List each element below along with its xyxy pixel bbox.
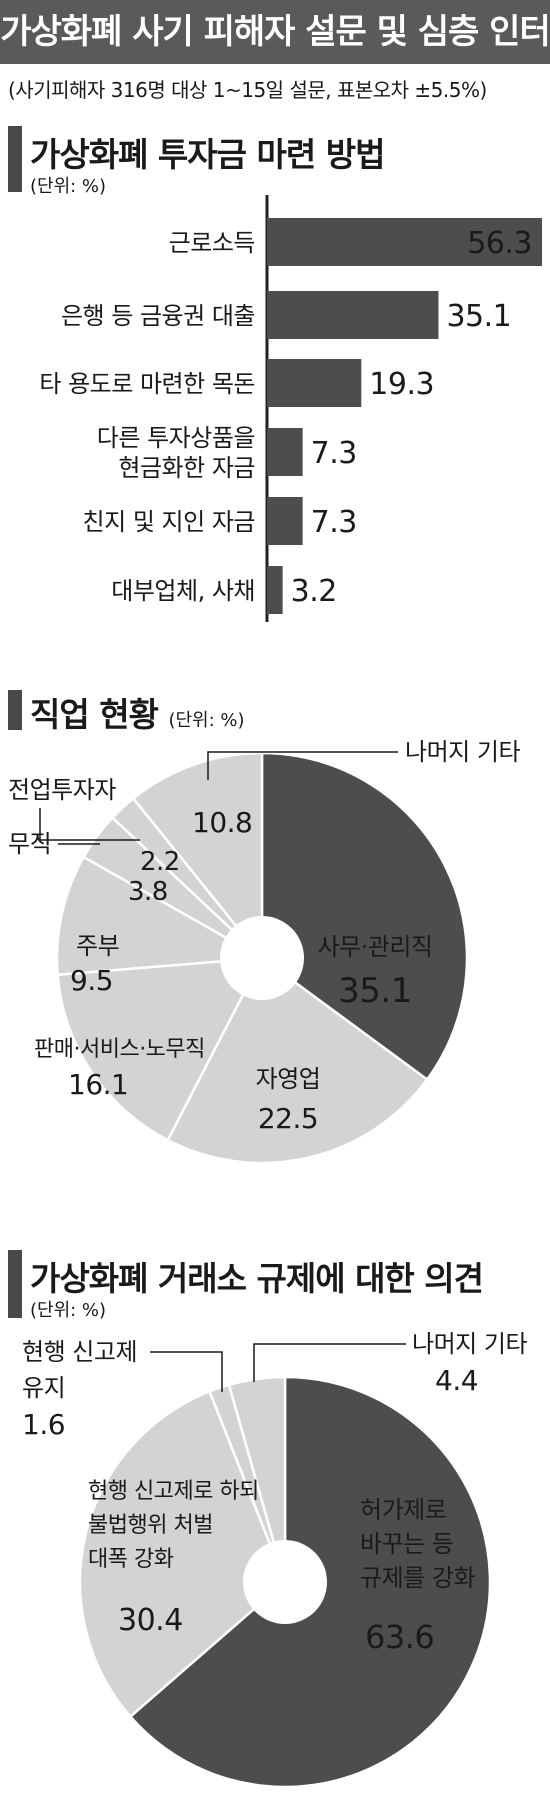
bar-category-label: 친지 및 지인 자금 (83, 508, 255, 536)
reg-value-1: 30.4 (118, 1603, 183, 1638)
job-slice-1 (166, 956, 429, 1165)
bar-2 (267, 359, 362, 407)
reg-slice-1 (78, 1389, 287, 1719)
bar-value-label: 35.1 (446, 299, 511, 334)
bar-value-label: 56.3 (467, 226, 532, 261)
job-label-0: 사무·관리직 (317, 933, 432, 961)
job-value-0: 35.1 (338, 971, 412, 1011)
bar-value-label: 3.2 (291, 574, 337, 609)
bar-category-label: 은행 등 금융권 대출 (61, 302, 255, 330)
bar-category-label: 대부업체, 사채 (111, 577, 255, 605)
job-leader-6 (207, 751, 398, 780)
reg-hole (243, 1540, 327, 1624)
job-label-1: 자영업 (256, 1065, 321, 1093)
job-label-5: 전업투자자 (8, 776, 116, 804)
reg-leader-2 (150, 1351, 223, 1392)
bar-1 (267, 291, 439, 339)
job-title-text: 직업 현황 (30, 695, 159, 734)
bar-value-label: 19.3 (369, 367, 434, 402)
funding-section-title: 가상화폐 투자금 마련 방법 (30, 135, 385, 174)
reg-label-2: 현행 신고제 유지 (22, 1338, 137, 1402)
reg-slice-3 (227, 1375, 287, 1583)
section-marker (8, 126, 22, 192)
reg-label-3: 나머지 기타 (412, 1330, 527, 1358)
job-donut-chart: 사무·관리직 35.1 자영업 22.5 판매·서비스·노무직 16.1 주부 9.5 무직 3.… (8, 738, 521, 1165)
bar-3 (267, 428, 303, 476)
job-section-title: 직업 현황 (단위: %) (30, 688, 245, 736)
job-slice-6 (131, 751, 264, 962)
job-hole (220, 916, 304, 1000)
reg-value-2: 1.6 (22, 1408, 65, 1441)
bar-category-label: 다른 투자상품을 현금화한 자금 (97, 424, 255, 482)
job-label-6: 나머지 기타 (405, 738, 520, 766)
regulation-unit: (단위: %) (30, 1300, 107, 1321)
reg-label-1: 현행 신고제로 하되 불법행위 처벌 대폭 강화 (88, 1479, 259, 1572)
job-value-6: 10.8 (192, 806, 252, 839)
job-label-4: 무직 (8, 830, 51, 858)
job-value-1: 22.5 (258, 1102, 318, 1135)
job-label-2: 판매·서비스·노무직 (34, 1037, 205, 1062)
job-slice-2 (56, 956, 265, 1142)
job-leader-5 (39, 808, 140, 841)
bar-value-label: 7.3 (311, 436, 357, 471)
page-title: 가상화폐 사기 피해자 설문 및 심층 인터뷰 결과 (0, 0, 550, 116)
job-value-2: 16.1 (68, 1068, 128, 1101)
job-slice-0 (260, 751, 469, 1082)
job-value-5: 2.2 (140, 847, 180, 877)
bar-category-label: 타 용도로 마련한 목돈 (39, 370, 255, 398)
job-value-4: 3.8 (128, 877, 168, 907)
regulation-section-title: 가상화폐 거래소 규제에 대한 의견 (30, 1259, 484, 1298)
section-marker (8, 1250, 22, 1318)
bar-4 (267, 497, 303, 545)
bar-0 (267, 218, 542, 266)
section-marker (8, 690, 22, 730)
job-unit: (단위: %) (168, 710, 245, 731)
reg-leader-3 (253, 1343, 406, 1382)
reg-label-0: 허가제로 바꾸는 등 규제를 강화 (360, 1496, 475, 1592)
survey-note: (사기피해자 316명 대상 1~15일 설문, 표본오차 ±5.5%) (8, 78, 487, 102)
bar-category-label: 근로소득 (169, 229, 255, 257)
reg-value-0: 63.6 (365, 1618, 434, 1656)
job-value-3: 9.5 (70, 964, 113, 997)
job-label-3: 주부 (76, 932, 119, 960)
reg-value-3: 4.4 (435, 1364, 478, 1397)
job-slice-3 (55, 855, 267, 977)
bar-value-label: 7.3 (311, 505, 357, 540)
regulation-donut-chart: 허가제로 바꾸는 등 규제를 강화 63.6 현행 신고제로 하되 불법행위 처벌 대폭 강… (22, 1330, 528, 1789)
funding-unit: (단위: %) (30, 176, 107, 197)
funding-bar-chart: 근로소득 56.3 은행 등 금융권 대출 35.1 타 용도로 마련한 목돈 19.3 다… (39, 195, 542, 622)
bar-5 (267, 566, 283, 614)
